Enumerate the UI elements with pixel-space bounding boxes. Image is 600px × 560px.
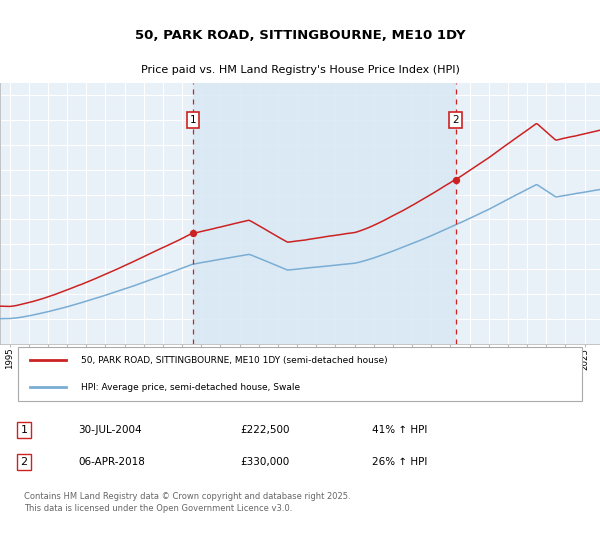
Text: 06-APR-2018: 06-APR-2018 — [78, 457, 145, 467]
Text: 30-JUL-2004: 30-JUL-2004 — [78, 425, 142, 435]
Bar — [193, 83, 455, 343]
Text: £330,000: £330,000 — [240, 457, 289, 467]
Point — [188, 228, 198, 237]
Text: Contains HM Land Registry data © Crown copyright and database right 2025.
This d: Contains HM Land Registry data © Crown c… — [24, 492, 350, 513]
Text: 26% ↑ HPI: 26% ↑ HPI — [372, 457, 427, 467]
Text: 41% ↑ HPI: 41% ↑ HPI — [372, 425, 427, 435]
Text: 2: 2 — [20, 457, 28, 467]
Text: 1: 1 — [190, 115, 197, 125]
Text: 50, PARK ROAD, SITTINGBOURNE, ME10 1DY: 50, PARK ROAD, SITTINGBOURNE, ME10 1DY — [134, 29, 466, 42]
FancyBboxPatch shape — [18, 347, 582, 401]
Text: 1: 1 — [20, 425, 28, 435]
Text: HPI: Average price, semi-detached house, Swale: HPI: Average price, semi-detached house,… — [81, 382, 300, 391]
Point — [451, 175, 460, 184]
Text: £222,500: £222,500 — [240, 425, 290, 435]
Text: Price paid vs. HM Land Registry's House Price Index (HPI): Price paid vs. HM Land Registry's House … — [140, 64, 460, 74]
Text: 2: 2 — [452, 115, 459, 125]
Text: 50, PARK ROAD, SITTINGBOURNE, ME10 1DY (semi-detached house): 50, PARK ROAD, SITTINGBOURNE, ME10 1DY (… — [81, 356, 388, 365]
